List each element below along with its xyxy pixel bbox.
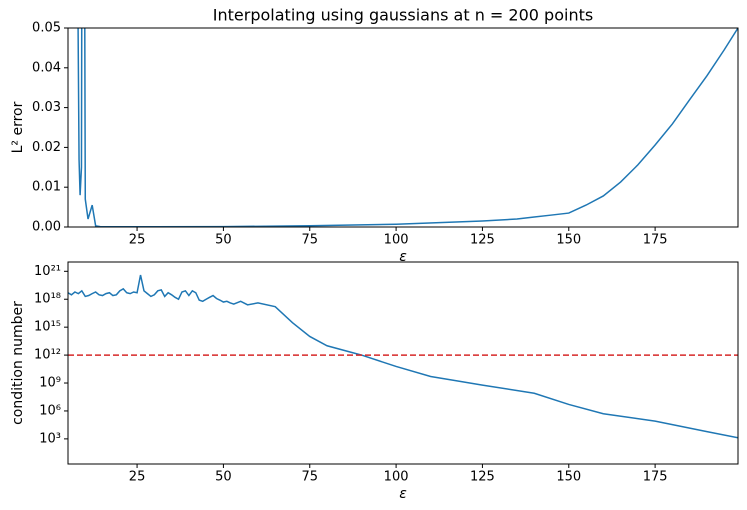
x-tick-label: 75	[301, 233, 318, 248]
chart-title: Interpolating using gaussians at n = 200…	[213, 6, 593, 25]
x-tick-label: 25	[129, 233, 146, 248]
y-tick-label: 10¹⁸	[34, 292, 61, 307]
y-tick-label: 10⁹	[39, 376, 61, 391]
y-tick-label: 10¹²	[34, 348, 61, 363]
x-tick-label: 100	[384, 233, 409, 248]
y-tick-label: 10³	[39, 431, 61, 446]
axes-frame	[67, 261, 739, 465]
x-axis-label: ε	[399, 249, 407, 265]
plot-area	[68, 274, 738, 439]
y-tick-label: 10⁶	[39, 403, 61, 418]
axes-frame	[67, 27, 739, 228]
x-tick-label: 50	[215, 233, 232, 248]
y-tick-label: 0.05	[32, 21, 61, 36]
y-tick-label: 0.02	[32, 140, 61, 155]
y-axis-label: L² error	[10, 101, 26, 153]
x-tick-label: 175	[643, 233, 668, 248]
x-tick-label: 100	[384, 470, 409, 485]
x-tick-label: 125	[470, 470, 495, 485]
x-tick-label: 75	[301, 470, 318, 485]
x-tick-label: 150	[556, 470, 581, 485]
data-line	[77, 28, 738, 227]
y-tick-label: 10¹⁵	[34, 320, 61, 335]
x-axis-label: ε	[399, 486, 407, 502]
plot-area	[77, 28, 738, 227]
y-tick-label: 0.03	[32, 100, 61, 115]
data-line	[68, 274, 738, 439]
y-tick-label: 10²¹	[34, 264, 61, 279]
y-tick-label: 0.04	[32, 60, 61, 75]
x-tick-label: 150	[556, 233, 581, 248]
x-tick-label: 25	[129, 470, 146, 485]
x-tick-label: 125	[470, 233, 495, 248]
y-tick-label: 0.00	[32, 220, 61, 235]
x-tick-label: 175	[643, 470, 668, 485]
y-axis-label: condition number	[10, 301, 26, 425]
x-tick-label: 50	[215, 470, 232, 485]
y-tick-label: 0.01	[32, 180, 61, 195]
